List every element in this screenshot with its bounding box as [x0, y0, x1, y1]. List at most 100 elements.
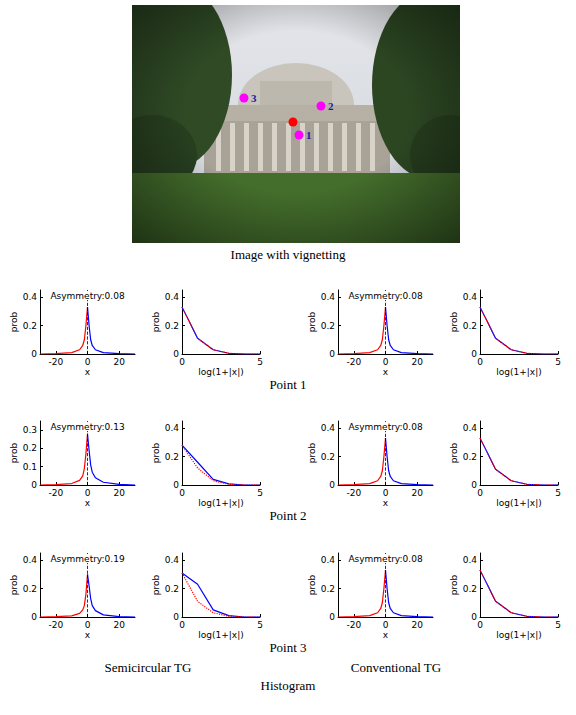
svg-text:0.2: 0.2 [23, 584, 37, 594]
svg-text:5: 5 [257, 488, 263, 498]
svg-text:-20: -20 [48, 488, 63, 498]
svg-text:x: x [383, 498, 389, 508]
svg-text:Asymmetry:0.08: Asymmetry:0.08 [348, 291, 422, 301]
svg-text:0.3: 0.3 [23, 425, 37, 435]
svg-text:prob: prob [449, 574, 459, 595]
html-text:Point 1: Point 1 [269, 377, 307, 392]
svg-text:prob: prob [307, 574, 317, 595]
svg-text:0: 0 [179, 488, 185, 498]
svg-text:0.2: 0.2 [321, 321, 335, 331]
svg-text:log(1+|x|): log(1+|x|) [496, 630, 541, 640]
svg-text:x: x [383, 630, 389, 640]
svg-text:prob: prob [151, 311, 161, 332]
svg-text:0.2: 0.2 [165, 452, 179, 462]
svg-text:5: 5 [555, 357, 561, 367]
html-text:Semicircular TG: Semicircular TG [104, 660, 192, 675]
svg-text:0.4: 0.4 [321, 555, 336, 565]
svg-text:prob: prob [9, 311, 19, 332]
svg-text:0: 0 [383, 620, 389, 630]
svg-text:Asymmetry:0.19: Asymmetry:0.19 [50, 554, 124, 564]
svg-text:0: 0 [329, 349, 335, 359]
svg-text:20: 20 [113, 488, 125, 498]
svg-text:log(1+|x|): log(1+|x|) [496, 367, 541, 377]
svg-text:0: 0 [329, 480, 335, 490]
svg-text:3: 3 [251, 92, 257, 104]
svg-text:0: 0 [179, 620, 185, 630]
svg-text:-20: -20 [346, 620, 361, 630]
svg-text:prob: prob [9, 442, 19, 463]
svg-text:prob: prob [151, 574, 161, 595]
svg-text:0.1: 0.1 [23, 462, 37, 472]
svg-text:0.4: 0.4 [321, 423, 336, 433]
svg-text:Asymmetry:0.08: Asymmetry:0.08 [348, 554, 422, 564]
svg-text:5: 5 [257, 357, 263, 367]
svg-text:0.2: 0.2 [165, 584, 179, 594]
svg-text:0: 0 [31, 480, 37, 490]
svg-text:0.4: 0.4 [23, 555, 38, 565]
svg-text:Asymmetry:0.08: Asymmetry:0.08 [348, 422, 422, 432]
svg-text:0: 0 [31, 612, 37, 622]
html-text:Point 3: Point 3 [269, 640, 307, 655]
svg-text:0.2: 0.2 [321, 584, 335, 594]
svg-text:log(1+|x|): log(1+|x|) [198, 630, 243, 640]
svg-text:0: 0 [85, 357, 91, 367]
svg-text:prob: prob [449, 311, 459, 332]
svg-text:0: 0 [383, 357, 389, 367]
svg-text:log(1+|x|): log(1+|x|) [198, 367, 243, 377]
svg-text:0: 0 [477, 488, 483, 498]
svg-text:prob: prob [151, 442, 161, 463]
svg-text:prob: prob [307, 442, 317, 463]
svg-text:-20: -20 [48, 620, 63, 630]
svg-text:0.4: 0.4 [463, 555, 478, 565]
svg-text:x: x [85, 367, 91, 377]
svg-text:0.4: 0.4 [463, 423, 478, 433]
svg-text:0: 0 [329, 612, 335, 622]
svg-text:0: 0 [179, 357, 185, 367]
svg-text:0.2: 0.2 [321, 452, 335, 462]
svg-text:-20: -20 [346, 357, 361, 367]
svg-text:0.2: 0.2 [463, 452, 477, 462]
svg-text:20: 20 [411, 357, 423, 367]
svg-text:0: 0 [383, 488, 389, 498]
svg-text:5: 5 [555, 620, 561, 630]
svg-text:0.2: 0.2 [165, 321, 179, 331]
html-text:Conventional TG: Conventional TG [350, 660, 442, 675]
svg-text:20: 20 [113, 620, 125, 630]
svg-text:0.2: 0.2 [463, 321, 477, 331]
svg-text:0: 0 [85, 488, 91, 498]
svg-text:1: 1 [306, 129, 312, 141]
svg-text:20: 20 [411, 488, 423, 498]
svg-text:0.2: 0.2 [463, 584, 477, 594]
svg-text:0.4: 0.4 [463, 292, 478, 302]
svg-text:Asymmetry:0.13: Asymmetry:0.13 [50, 422, 124, 432]
svg-text:0.4: 0.4 [165, 555, 180, 565]
svg-text:prob: prob [449, 442, 459, 463]
svg-text:0: 0 [477, 620, 483, 630]
html-text:Point 2: Point 2 [269, 508, 307, 523]
svg-text:x: x [383, 367, 389, 377]
svg-text:prob: prob [9, 574, 19, 595]
svg-text:0.2: 0.2 [23, 321, 37, 331]
svg-text:5: 5 [555, 488, 561, 498]
html-text:Image with vignetting: Image with vignetting [230, 247, 346, 262]
svg-text:x: x [85, 630, 91, 640]
svg-text:0: 0 [85, 620, 91, 630]
svg-text:-20: -20 [48, 357, 63, 367]
svg-text:20: 20 [113, 357, 125, 367]
svg-text:-20: -20 [346, 488, 361, 498]
svg-text:0: 0 [477, 357, 483, 367]
svg-text:2: 2 [328, 100, 334, 112]
svg-text:0.4: 0.4 [23, 292, 38, 302]
svg-text:x: x [85, 498, 91, 508]
svg-text:0.4: 0.4 [165, 292, 180, 302]
svg-text:prob: prob [307, 311, 317, 332]
svg-text:0.4: 0.4 [165, 423, 180, 433]
svg-text:20: 20 [411, 620, 423, 630]
svg-text:0.4: 0.4 [321, 292, 336, 302]
svg-text:Asymmetry:0.08: Asymmetry:0.08 [50, 291, 124, 301]
svg-text:0: 0 [31, 349, 37, 359]
svg-text:5: 5 [257, 620, 263, 630]
svg-text:log(1+|x|): log(1+|x|) [496, 498, 541, 508]
svg-text:log(1+|x|): log(1+|x|) [198, 498, 243, 508]
svg-text:0.2: 0.2 [23, 443, 37, 453]
